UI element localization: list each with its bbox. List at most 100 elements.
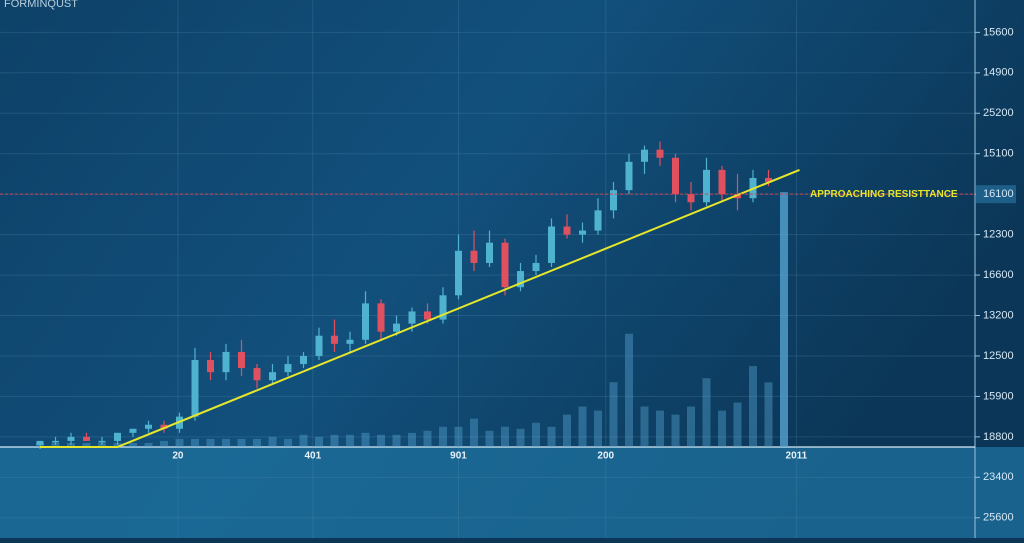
volume-bar [144, 442, 153, 447]
volume-bar [129, 442, 137, 447]
candle-body [594, 210, 602, 231]
y-tick-label: 15100 [983, 148, 1014, 160]
y-tick-label: 15600 [983, 26, 1014, 38]
volume-bar [532, 422, 540, 447]
y-tick-label: 16100 [983, 188, 1014, 200]
resistance-label-box [976, 185, 1016, 204]
y-tick-label: 13200 [983, 309, 1014, 321]
candle-body [36, 440, 44, 445]
candle-body [532, 262, 540, 272]
volume-bar [67, 442, 75, 447]
candle-body [656, 149, 664, 158]
volume-bar [346, 434, 354, 447]
volume-bar [733, 402, 742, 447]
volume-bar [82, 442, 91, 447]
candle-body [765, 177, 772, 183]
volume-bar [578, 406, 587, 447]
volume-bar [625, 333, 633, 447]
candle-body [470, 250, 478, 263]
volume-bar [98, 442, 106, 447]
annotation: APPROACHING RESISTTANCE [810, 189, 958, 200]
candle-body [160, 424, 168, 429]
volume-bar [191, 438, 199, 447]
candle-body [672, 157, 679, 195]
candle-body [563, 226, 571, 235]
candle-body [222, 351, 230, 373]
candle-body [52, 440, 59, 443]
volume-bar [160, 440, 168, 447]
candle-layer [36, 141, 772, 450]
candle-body [331, 335, 338, 344]
candle-body [238, 351, 245, 369]
volume-bar [423, 430, 432, 447]
candle-body [486, 242, 493, 263]
volume-bar [764, 382, 773, 447]
volume-bar [206, 438, 215, 447]
overlay-layer: APPROACHING RESISTTANCE [0, 168, 1016, 448]
y-tick-label: 23400 [983, 471, 1014, 483]
volume-bar [656, 410, 664, 447]
candle-body [346, 339, 354, 344]
candle-body [408, 311, 416, 324]
candle-body [315, 335, 323, 356]
volume-bar [516, 428, 525, 447]
volume-layer [36, 192, 788, 447]
candle-body [207, 360, 214, 373]
volume-bar [609, 382, 618, 447]
y-tick-label: 15900 [983, 390, 1014, 402]
volume-bar [718, 410, 726, 447]
candle-body [703, 169, 710, 203]
volume-bar [408, 432, 416, 447]
lower-panel [0, 447, 1024, 538]
candle-body [284, 364, 292, 373]
trendline [40, 168, 800, 448]
volume-bar [237, 438, 246, 447]
candle-body [83, 436, 90, 441]
candle-body [501, 242, 509, 288]
volume-bar [594, 410, 602, 447]
volume-bar [485, 430, 494, 447]
volume-bar [439, 426, 447, 447]
volume-bar [222, 438, 230, 447]
volume-bar [175, 438, 184, 447]
candle-body [269, 372, 276, 381]
candle-body [641, 149, 648, 162]
chart-title: FORMINQUST [4, 0, 78, 10]
y-tick-label: 25200 [983, 107, 1014, 119]
candle-body [300, 355, 307, 365]
volume-bar [501, 426, 509, 447]
candle-body [129, 428, 137, 433]
candle-body [377, 303, 385, 332]
volume-bar [671, 414, 680, 447]
volume-bar [377, 434, 385, 447]
candle-body [145, 424, 152, 429]
volume-bar [780, 192, 788, 447]
y-tick-label: 12500 [983, 350, 1014, 362]
volume-bar [687, 406, 695, 447]
volume-bar [113, 442, 122, 447]
x-tick-label: 2011 [786, 451, 808, 462]
volume-bar [268, 436, 277, 447]
candle-body [517, 271, 524, 288]
volume-bar [640, 406, 649, 447]
y-tick-label: 25600 [983, 512, 1014, 524]
volume-bar [284, 438, 292, 447]
volume-bar [749, 366, 757, 447]
candle-body [734, 194, 741, 199]
x-tick-label: 401 [304, 451, 321, 462]
volume-bar [299, 434, 308, 447]
candle-body [362, 303, 369, 340]
volume-bar [253, 438, 261, 447]
volume-bar [51, 442, 60, 447]
y-tick-label: 18800 [983, 431, 1014, 443]
candle-body [610, 190, 617, 211]
candle-body [439, 295, 447, 320]
candle-body [625, 161, 633, 191]
volume-bar [392, 434, 401, 447]
candle-body [455, 250, 462, 296]
x-tick-label: 20 [172, 451, 184, 462]
candle-body [424, 311, 431, 320]
volume-bar [547, 426, 556, 447]
candle-body [393, 323, 400, 332]
candle-body [718, 169, 726, 195]
